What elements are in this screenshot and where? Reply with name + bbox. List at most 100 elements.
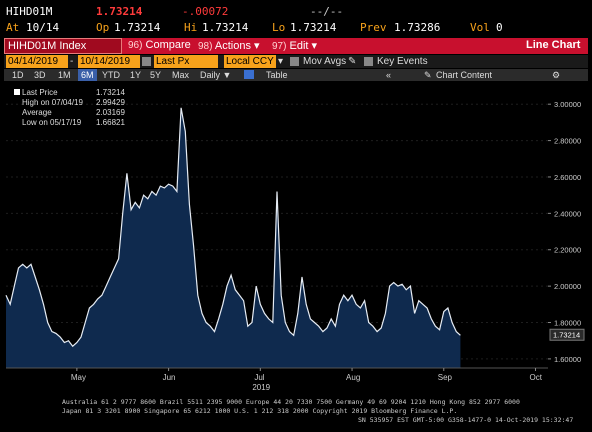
mov-avgs-checkbox[interactable] [290, 57, 299, 66]
frequency-select[interactable]: Daily ▼ [200, 69, 231, 81]
prev-label: Prev [360, 21, 387, 34]
start-date-field[interactable]: 04/14/2019 [6, 55, 68, 68]
actions-label: Actions [214, 40, 251, 52]
compare-button[interactable]: 96) Compare [128, 39, 191, 51]
x-axis-ticks: May Jun Jul Aug Sep Oct [71, 368, 543, 382]
y-tick-label: 2.60000 [554, 173, 581, 182]
x-tick-label: Jul [254, 373, 264, 382]
quote-line-1: HIHD01M 1.73214 -.00072 --/-- [4, 4, 588, 20]
currency-select[interactable]: Local CCY [224, 55, 276, 68]
frequency-label: Daily [200, 70, 221, 80]
actions-number: 98) [198, 41, 213, 52]
mov-avgs-label[interactable]: Mov Avgs [303, 56, 347, 67]
price-change: -.00072 [182, 5, 229, 18]
ticker: HIHD01M [6, 5, 53, 18]
period-1y[interactable]: 1Y [130, 70, 142, 80]
checkbox-icon[interactable] [14, 89, 20, 95]
y-tick-label: 1.60000 [554, 355, 581, 364]
price-area [6, 107, 461, 369]
legend-last-price[interactable]: Last Price 1.73214 [14, 88, 125, 98]
high-label: Hi [184, 21, 198, 34]
volume-label: Vol [470, 21, 490, 34]
low-label: Lo [272, 21, 286, 34]
period-1m[interactable]: 1M [58, 70, 71, 80]
open-label: Op [96, 21, 110, 34]
last-value-text: 1.73214 [553, 330, 580, 339]
y-tick-label: 3.00000 [554, 100, 581, 109]
period-1d[interactable]: 1D [12, 70, 24, 80]
y-axis-ticks: 3.00000 2.80000 2.60000 2.40000 2.20000 2.000… [548, 100, 581, 364]
open-value: 1.73214 [114, 21, 161, 34]
legend-high-label: High on 07/04/19 [22, 98, 83, 107]
period-max[interactable]: Max [172, 70, 190, 80]
y-tick-label: 1.80000 [554, 319, 581, 328]
last-value-box [549, 328, 585, 341]
x-tick-label: May [71, 373, 86, 382]
period-3d[interactable]: 3D [34, 70, 46, 80]
y-tick-label: 2.80000 [554, 137, 581, 146]
price-line [5, 107, 461, 348]
footer-session: SN 535957 EST GMT-5:00 G358-1477-0 14-Oc… [358, 416, 574, 424]
chart-toolbar: HIHD01M Index 96) Compare 98) Actions ▾ … [4, 38, 588, 54]
legend-average-value: 2.03169 [96, 108, 125, 117]
legend-last-price-value: 1.73214 [96, 88, 125, 97]
end-date-field[interactable]: 10/14/2019 [78, 55, 140, 68]
range-controls: 04/14/2019 - 10/14/2019 Last Px Local CC… [4, 55, 588, 68]
chart-legend: Last Price 1.73214 High on 07/04/19 2.99… [14, 88, 125, 128]
caret-down-icon: ▾ [254, 40, 260, 52]
x-axis-label: 2019 [252, 383, 270, 392]
period-bar: 1D 3D 1M 6M YTD 1Y 5Y Max Daily ▼ Table … [4, 69, 588, 81]
caret-down-icon: ▾ [311, 40, 318, 52]
chart-type-label[interactable]: Line Chart [526, 39, 581, 51]
footer-contacts: Australia 61 2 9777 8600 Brazil 5511 239… [62, 398, 520, 406]
security-field[interactable]: HIHD01M Index [4, 38, 122, 54]
prev-value: 1.73286 [394, 21, 441, 34]
legend-last-price-label: Last Price [22, 88, 58, 97]
price-field-select[interactable]: Last Px [154, 55, 218, 68]
volume-value: 0 [496, 21, 503, 34]
legend-high: High on 07/04/19 2.99429 [14, 98, 125, 108]
y-tick-label: 2.00000 [554, 282, 581, 291]
at-label: At [6, 21, 20, 34]
actions-button[interactable]: 98) Actions ▾ [198, 39, 260, 52]
legend-average: Average 2.03169 [14, 108, 125, 118]
pencil-icon[interactable]: ✎ [348, 56, 357, 67]
x-tick-label: Oct [529, 373, 542, 382]
footer-contacts-2: Japan 81 3 3201 8900 Singapore 65 6212 1… [62, 407, 458, 415]
compare-number: 96) [128, 40, 143, 51]
low-value: 1.73214 [290, 21, 337, 34]
price-chart[interactable]: 3.00000 2.80000 2.60000 2.40000 2.20000 2.000… [4, 82, 588, 394]
legend-low-label: Low on 05/17/19 [22, 118, 82, 127]
x-tick-label: Aug [346, 373, 360, 382]
date-separator: - [70, 56, 74, 67]
legend-low-value: 1.66821 [96, 118, 125, 127]
key-events-checkbox[interactable] [364, 57, 373, 66]
quote-line-2: At 10/14 Op 1.73214 Hi 1.73214 Lo 1.7321… [4, 20, 588, 36]
caret-down-icon: ▼ [222, 70, 232, 80]
at-value: 10/14 [26, 21, 60, 34]
high-value: 1.73214 [202, 21, 249, 34]
table-button[interactable]: Table [266, 70, 288, 80]
edit-number: 97) [272, 41, 287, 52]
chart-content-button[interactable]: Chart Content [436, 70, 493, 80]
settings-gear-icon[interactable]: ⚙ [552, 70, 561, 80]
footer: Australia 61 2 9777 8600 Brazil 5511 239… [4, 395, 588, 428]
x-tick-label: Jun [163, 373, 176, 382]
edit-button[interactable]: 97) Edit ▾ [272, 39, 317, 52]
period-5y[interactable]: 5Y [150, 70, 162, 80]
collapse-icon[interactable]: « [386, 70, 392, 80]
period-6m[interactable]: 6M [78, 69, 97, 81]
last-price: 1.73214 [96, 5, 143, 18]
y-tick-label: 2.20000 [554, 246, 581, 255]
calendar-icon[interactable] [142, 57, 151, 66]
x-tick-label: Sep [438, 373, 453, 382]
edit-label: Edit [289, 40, 309, 52]
pencil-icon: ✎ [424, 70, 432, 80]
compare-label: Compare [145, 39, 191, 51]
period-ytd[interactable]: YTD [102, 70, 120, 80]
legend-high-value: 2.99429 [96, 98, 125, 107]
legend-low: Low on 05/17/19 1.66821 [14, 118, 125, 128]
key-events-label[interactable]: Key Events [377, 56, 428, 67]
table-icon[interactable] [244, 70, 254, 79]
legend-average-label: Average [22, 108, 52, 117]
